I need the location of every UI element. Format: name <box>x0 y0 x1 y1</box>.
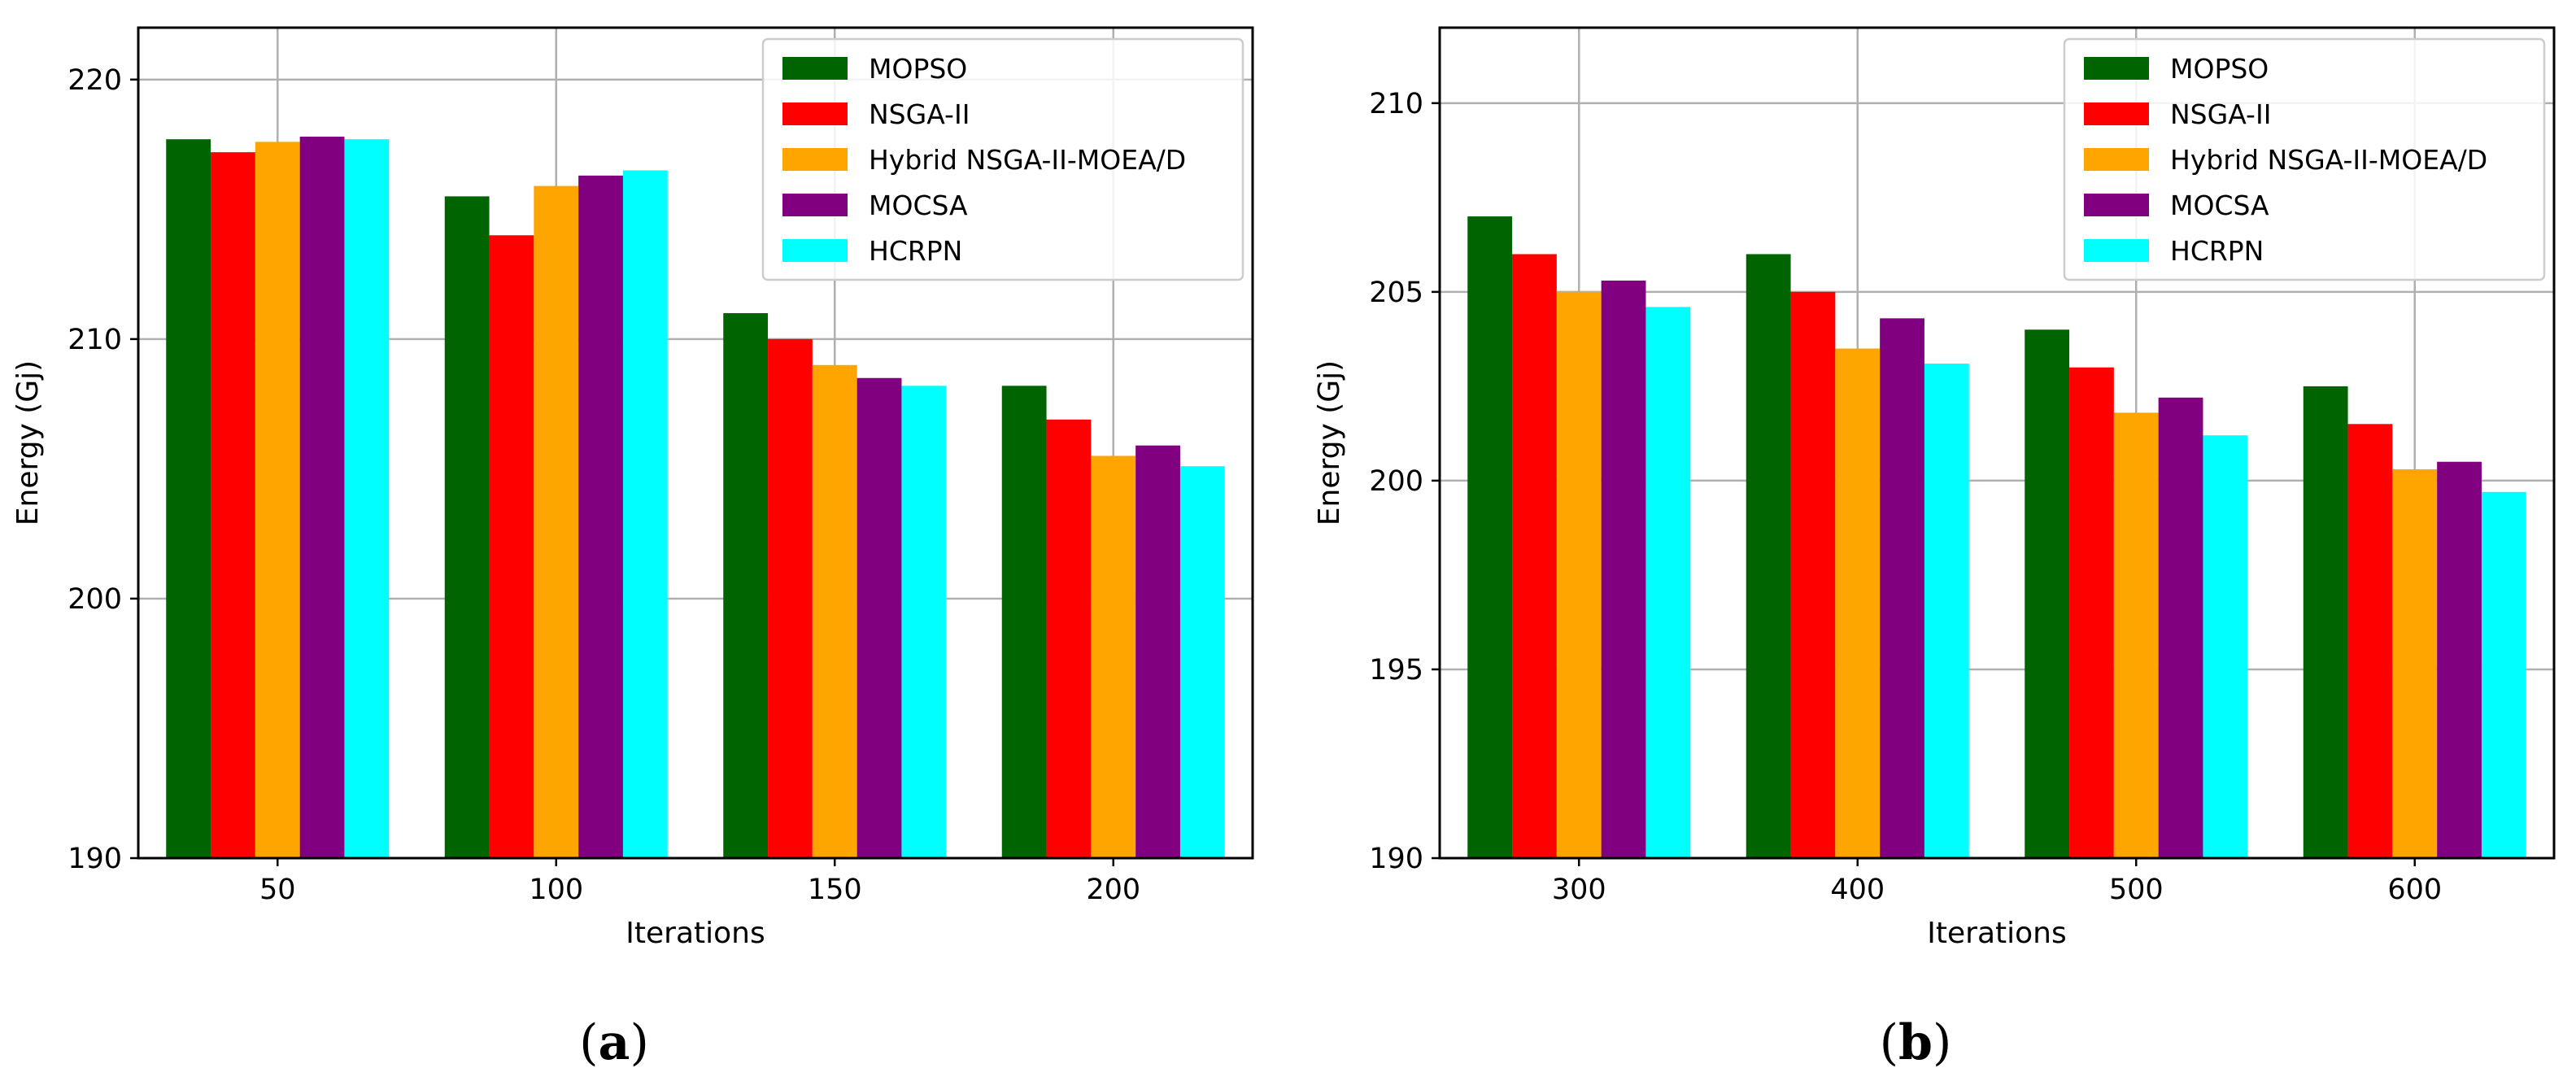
bar-nsga-ii-500 <box>2069 367 2114 858</box>
y-tick-label: 200 <box>1369 465 1423 498</box>
bar-hybrid-nsga-ii-moea-d-150 <box>812 364 857 858</box>
x-tick-label: 50 <box>259 874 296 906</box>
bar-mocsa-400 <box>1880 318 1924 859</box>
bar-hybrid-nsga-ii-moea-d-300 <box>1556 291 1602 858</box>
legend-swatch <box>782 102 848 125</box>
bar-mopso-300 <box>1467 216 1513 859</box>
bar-hcrpn-150 <box>901 386 947 858</box>
axes-frame <box>1438 26 2556 860</box>
legend-label: HCRPN <box>869 235 962 267</box>
bar-hybrid-nsga-ii-moea-d-100 <box>534 185 579 859</box>
legend-label: MOPSO <box>2170 53 2269 85</box>
legend-label: HCRPN <box>2170 235 2264 267</box>
x-tick-label: 100 <box>529 874 583 906</box>
y-axis: 190 200 210 220 <box>68 64 138 875</box>
y-axis: 190 195 200 205 210 <box>1369 88 1440 875</box>
bar-hybrid-nsga-ii-moea-d-600 <box>2392 469 2438 858</box>
legend-label: NSGA-II <box>2170 98 2271 130</box>
bars <box>1467 216 2526 859</box>
bar-hcrpn-50 <box>344 139 390 858</box>
bar-mocsa-50 <box>299 137 345 859</box>
bar-nsga-ii-100 <box>489 235 534 858</box>
bar-nsga-ii-300 <box>1512 254 1557 858</box>
y-tick-label: 210 <box>1369 88 1423 120</box>
panel-label: (a) <box>579 1014 649 1071</box>
x-tick-label: 300 <box>1552 874 1606 906</box>
bar-hcrpn-500 <box>2203 435 2248 858</box>
legend: MOPSO NSGA-II Hybrid NSGA-II-MOEA/D MOCSA HC… <box>2063 37 2546 281</box>
bar-mocsa-200 <box>1135 445 1180 858</box>
legend-swatch <box>2084 148 2149 171</box>
bar-mopso-400 <box>1746 254 1791 858</box>
bar-hybrid-nsga-ii-moea-d-200 <box>1091 456 1136 858</box>
x-tick-label: 150 <box>808 874 862 906</box>
bar-mocsa-150 <box>856 377 902 858</box>
legend-label: Hybrid NSGA-II-MOEA/D <box>869 144 1186 176</box>
chart-b: 190 195 200 205 210 300 400 500 600 Iterations Ene… <box>1313 26 2556 1071</box>
chart-a: 190 200 210 220 50 100 150 200 Iterations Energy … <box>11 26 1254 1071</box>
x-tick-label: 400 <box>1830 874 1885 906</box>
bar-mocsa-600 <box>2437 461 2482 858</box>
legend-swatch <box>2084 57 2149 80</box>
legend-label: MOPSO <box>869 53 967 85</box>
y-tick-label: 200 <box>68 583 122 616</box>
y-tick-label: 190 <box>68 843 122 875</box>
bar-mopso-150 <box>723 312 769 858</box>
legend-label: NSGA-II <box>869 98 970 130</box>
y-axis-label: Energy (Gj) <box>11 360 45 525</box>
axes-frame <box>137 26 1254 860</box>
x-axis: 300 400 500 600 <box>1552 858 2442 906</box>
bar-nsga-ii-50 <box>211 152 255 858</box>
bar-hybrid-nsga-ii-moea-d-400 <box>1835 348 1881 858</box>
x-tick-label: 500 <box>2109 874 2164 906</box>
x-axis: 50 100 150 200 <box>259 858 1140 906</box>
legend-swatch <box>2084 102 2149 125</box>
bar-nsga-ii-600 <box>2347 424 2393 858</box>
y-tick-label: 220 <box>68 64 122 97</box>
bar-nsga-ii-400 <box>1790 291 1836 858</box>
legend-swatch <box>2084 239 2149 262</box>
x-axis-label: Iterations <box>625 917 765 950</box>
bar-mocsa-500 <box>2158 397 2203 858</box>
bar-mocsa-100 <box>578 175 623 859</box>
bar-mopso-100 <box>444 196 490 858</box>
bar-hcrpn-300 <box>1645 307 1691 859</box>
bar-hybrid-nsga-ii-moea-d-50 <box>255 142 300 858</box>
bar-hybrid-nsga-ii-moea-d-500 <box>2113 412 2159 858</box>
legend-label: MOCSA <box>2170 190 2269 221</box>
x-tick-label: 600 <box>2387 874 2442 906</box>
legend-swatch <box>782 239 848 262</box>
bar-hcrpn-600 <box>2481 491 2526 858</box>
legend-box <box>761 37 1244 281</box>
bar-nsga-ii-200 <box>1046 419 1092 858</box>
y-axis-label: Energy (Gj) <box>1313 360 1346 525</box>
legend-swatch <box>782 194 848 216</box>
legend-box <box>2063 37 2546 281</box>
bar-hcrpn-400 <box>1924 364 1969 859</box>
bar-hcrpn-100 <box>622 170 668 858</box>
panel-label: (b) <box>1880 1014 1952 1071</box>
y-tick-label: 205 <box>1369 277 1423 309</box>
bar-mocsa-300 <box>1601 280 1646 858</box>
bar-mopso-600 <box>2303 386 2348 858</box>
bar-mopso-200 <box>1001 386 1047 858</box>
legend-label: Hybrid NSGA-II-MOEA/D <box>2170 144 2487 176</box>
bars <box>166 137 1225 859</box>
legend: MOPSO NSGA-II Hybrid NSGA-II-MOEA/D MOCSA HC… <box>761 37 1244 281</box>
bar-nsga-ii-150 <box>768 338 813 858</box>
x-axis-label: Iterations <box>1927 917 2066 950</box>
bar-hcrpn-200 <box>1179 466 1225 858</box>
legend-swatch <box>2084 194 2149 216</box>
legend-swatch <box>782 148 848 171</box>
y-tick-label: 190 <box>1369 843 1423 875</box>
y-tick-label: 210 <box>68 324 122 356</box>
bar-mopso-500 <box>2025 329 2070 859</box>
legend-swatch <box>782 57 848 80</box>
legend-label: MOCSA <box>869 190 968 221</box>
y-tick-label: 195 <box>1369 654 1423 687</box>
bar-mopso-50 <box>166 139 211 858</box>
x-tick-label: 200 <box>1086 874 1140 906</box>
